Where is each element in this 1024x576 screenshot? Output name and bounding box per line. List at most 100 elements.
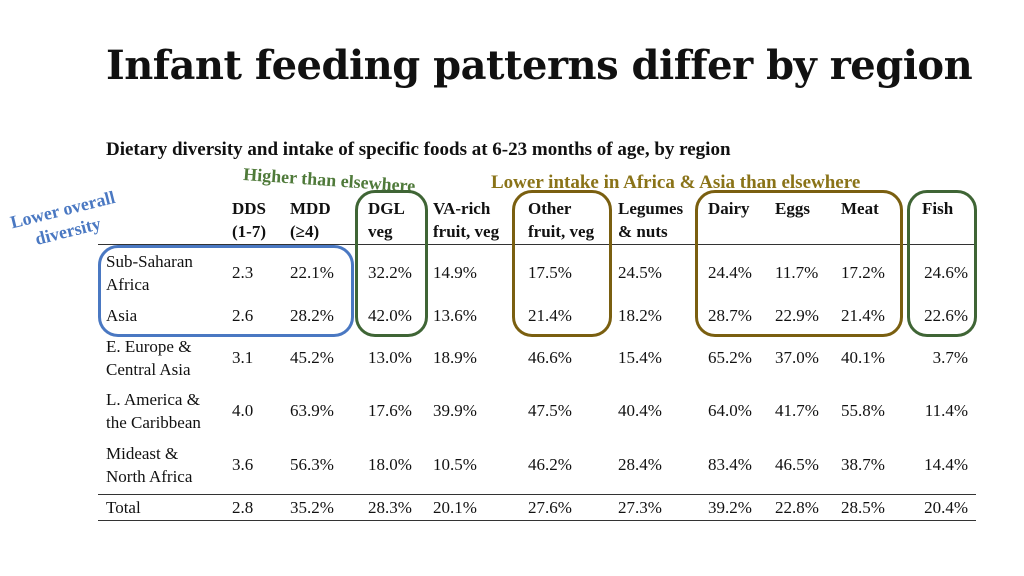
highlight-box-lower-diversity: [98, 245, 354, 337]
col-header-line1: Eggs: [775, 199, 810, 218]
table-cell: 3.7%: [932, 348, 968, 367]
table-cell: 15.4%: [618, 348, 662, 367]
col-header-meat: Meat: [841, 197, 879, 220]
table-cell: 21.4%: [528, 306, 572, 325]
row-label-line1: Mideast &: [106, 444, 179, 463]
table-cell: 18.9%: [433, 348, 477, 367]
table-cell: 11.4%: [924, 401, 968, 420]
table-cell: 18.0%: [368, 455, 412, 474]
col-header-eggs: Eggs: [775, 197, 810, 220]
col-header-va-rich: VA-rich fruit, veg: [433, 197, 499, 243]
table-cell: 2.8: [232, 498, 254, 517]
col-header-line2: fruit, veg: [433, 222, 500, 241]
table-cell: 27.3%: [618, 498, 662, 517]
total-rule-top: [98, 494, 976, 495]
slide-title: Infant feeding patterns differ by region: [106, 42, 973, 89]
table-cell: 55.8%: [841, 401, 885, 420]
table-cell: 39.9%: [433, 401, 477, 420]
header-rule: [98, 244, 976, 245]
table-cell: 22.8%: [775, 498, 819, 517]
col-header-line1: DDS: [232, 199, 267, 218]
table-cell: 65.2%: [708, 348, 752, 367]
table-cell: 63.9%: [290, 401, 334, 420]
table-cell: 42.0%: [368, 306, 412, 325]
row-label-line2: Central Asia: [106, 360, 191, 379]
table-cell: 28.5%: [841, 498, 885, 517]
table-cell: 35.2%: [290, 498, 334, 517]
table-cell: 37.0%: [775, 348, 819, 367]
table-cell: 39.2%: [708, 498, 752, 517]
col-header-line2: fruit, veg: [528, 222, 595, 241]
col-header-mdd: MDD (≥4): [290, 197, 331, 243]
table-cell: 32.2%: [368, 263, 412, 282]
table-cell: 14.9%: [433, 263, 477, 282]
table-cell: 18.2%: [618, 306, 662, 325]
row-label-total: Total: [106, 496, 141, 519]
row-label-line1: L. America &: [106, 390, 200, 409]
table-cell: 20.1%: [433, 498, 477, 517]
row-label-sub-saharan-africa: Sub-Saharan Africa: [106, 250, 193, 296]
table-cell: 17.6%: [368, 401, 412, 420]
row-label-line2: Africa: [106, 275, 150, 294]
table-cell: 40.4%: [618, 401, 662, 420]
col-header-dds: DDS (1-7): [232, 197, 266, 243]
highlight-box-fish: [907, 190, 977, 337]
row-label-l-america: L. America & the Caribbean: [106, 388, 201, 434]
table-cell: 3.1: [232, 348, 254, 367]
table-cell: 21.4%: [841, 306, 885, 325]
col-header-dgl: DGL veg: [368, 197, 405, 243]
col-header-dairy: Dairy: [708, 197, 750, 220]
table-cell: 10.5%: [433, 455, 477, 474]
col-header-legumes: Legumes & nuts: [618, 197, 683, 243]
table-cell: 28.4%: [618, 455, 662, 474]
table-cell: 4.0: [232, 401, 254, 420]
row-label-line2: North Africa: [106, 467, 193, 486]
annotation-lower-intake: Lower intake in Africa & Asia than elsew…: [491, 172, 861, 193]
table-cell: 47.5%: [528, 401, 572, 420]
table-cell: 17.2%: [841, 263, 885, 282]
col-header-line1: Other: [528, 199, 572, 218]
table-cell: 20.4%: [924, 498, 968, 517]
col-header-line1: Dairy: [708, 199, 750, 218]
table-cell: 28.2%: [290, 306, 334, 325]
table-cell: 14.4%: [924, 455, 968, 474]
table-cell: 28.3%: [368, 498, 412, 517]
row-label-mideast: Mideast & North Africa: [106, 442, 192, 488]
table-cell: 24.4%: [708, 263, 752, 282]
col-header-fish: Fish: [922, 197, 953, 220]
table-cell: 83.4%: [708, 455, 752, 474]
table-cell: 2.3: [232, 263, 254, 282]
table-cell: 13.6%: [433, 306, 477, 325]
col-header-other: Other fruit, veg: [528, 197, 594, 243]
col-header-line2: (1-7): [232, 222, 266, 241]
row-label-e-europe: E. Europe & Central Asia: [106, 335, 191, 381]
table-cell: 56.3%: [290, 455, 334, 474]
table-cell: 40.1%: [841, 348, 885, 367]
col-header-line2: & nuts: [618, 222, 668, 241]
table-cell: 46.2%: [528, 455, 572, 474]
table-cell: 11.7%: [775, 263, 819, 282]
col-header-line1: Meat: [841, 199, 879, 218]
table-cell: 27.6%: [528, 498, 572, 517]
highlight-box-dgl: [355, 190, 428, 337]
table-cell: 46.5%: [775, 455, 819, 474]
table-cell: 64.0%: [708, 401, 752, 420]
row-label-line1: E. Europe &: [106, 337, 192, 356]
table-cell: 22.1%: [290, 263, 334, 282]
table-cell: 24.6%: [924, 263, 968, 282]
table-cell: 45.2%: [290, 348, 334, 367]
row-label-line2: the Caribbean: [106, 413, 201, 432]
highlight-box-other-fruit: [512, 190, 612, 337]
table-title: Dietary diversity and intake of specific…: [106, 139, 731, 160]
table-cell: 41.7%: [775, 401, 819, 420]
highlight-box-animal-source: [695, 190, 903, 337]
col-header-line1: VA-rich: [433, 199, 491, 218]
col-header-line2: (≥4): [290, 222, 320, 241]
table-cell: 22.9%: [775, 306, 819, 325]
col-header-line1: Legumes: [618, 199, 684, 218]
col-header-line1: MDD: [290, 199, 331, 218]
col-header-line2: veg: [368, 222, 393, 241]
table-cell: 24.5%: [618, 263, 662, 282]
table-cell: 13.0%: [368, 348, 412, 367]
total-rule-bottom: [98, 520, 976, 521]
